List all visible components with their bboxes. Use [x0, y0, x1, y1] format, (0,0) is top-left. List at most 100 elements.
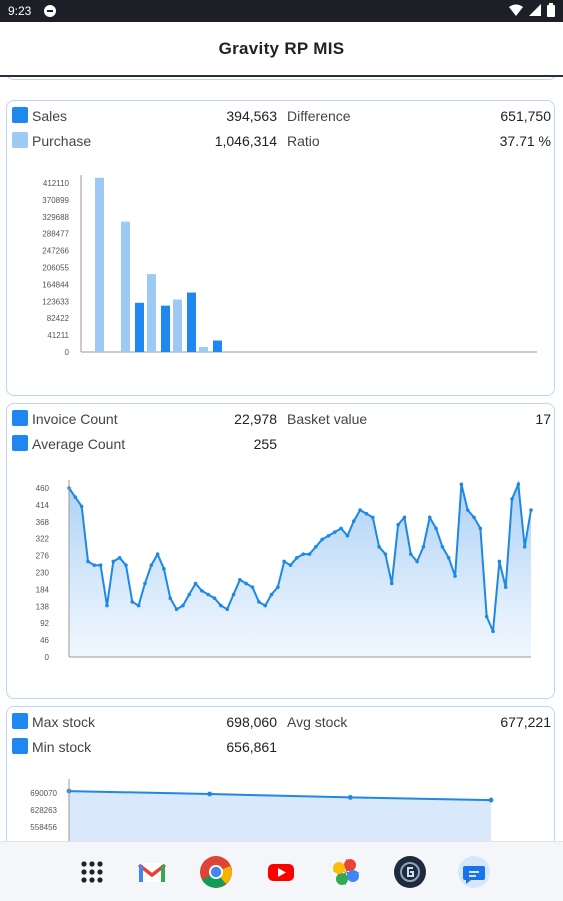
metric-value: 255	[253, 436, 277, 452]
y-tick-label: 138	[36, 602, 50, 611]
data-point	[263, 603, 267, 608]
data-point	[503, 585, 508, 589]
invoice-card: Invoice Count 22,978 Basket value 17 Ave…	[6, 403, 555, 699]
data-point	[111, 559, 116, 564]
data-point	[181, 603, 185, 608]
y-tick-label: 690070	[30, 789, 57, 798]
data-point	[155, 552, 160, 556]
metric-label: Average Count	[32, 436, 126, 452]
data-point	[136, 603, 141, 608]
bar-purchase	[199, 347, 208, 352]
data-point	[440, 544, 445, 549]
data-point	[326, 533, 331, 538]
y-tick-label: 288477	[42, 230, 69, 239]
data-point	[98, 563, 103, 567]
messages-icon[interactable]	[456, 854, 492, 890]
data-point	[105, 603, 109, 608]
data-point	[339, 526, 343, 531]
y-tick-label: 322	[36, 535, 50, 544]
y-tick-label: 184	[36, 585, 50, 594]
data-point	[358, 508, 362, 512]
data-point	[250, 585, 255, 589]
metric-basket-value: Basket value 17	[287, 409, 551, 429]
y-tick-label: 276	[36, 552, 50, 561]
y-tick-label: 0	[45, 653, 50, 662]
y-tick-label: 488649	[30, 840, 57, 841]
bar-sales	[161, 305, 170, 352]
metric-label: Min stock	[32, 739, 92, 755]
chrome-icon[interactable]	[198, 854, 234, 890]
y-tick-label: 329688	[42, 213, 69, 222]
data-point	[465, 508, 470, 512]
apps-grid-icon[interactable]	[74, 854, 110, 890]
max-stock-legend-swatch	[12, 713, 28, 729]
metric-average-count: Average Count 255	[12, 434, 277, 454]
y-tick-label: 206055	[42, 264, 69, 273]
data-point	[86, 559, 90, 564]
bar-sales	[213, 340, 222, 352]
youtube-icon[interactable]	[263, 854, 299, 890]
sync-icon	[44, 5, 56, 17]
metric-label: Purchase	[32, 133, 92, 149]
y-tick-label: 0	[65, 348, 70, 357]
metric-value: 656,861	[226, 739, 277, 755]
data-point	[453, 574, 457, 578]
data-point	[143, 581, 147, 586]
photos-icon[interactable]	[328, 854, 364, 890]
metric-value: 677,221	[500, 714, 551, 730]
min-stock-legend-swatch	[12, 738, 28, 754]
metric-value: 22,978	[234, 411, 277, 427]
data-point	[383, 552, 388, 556]
status-time: 9:23	[8, 4, 32, 18]
status-bar: 9:23	[0, 0, 563, 22]
data-point	[117, 556, 122, 560]
y-tick-label: 247266	[42, 247, 69, 256]
y-tick-label: 164844	[42, 280, 69, 289]
app-dock	[0, 841, 563, 901]
y-tick-label: 82422	[47, 314, 70, 323]
series-line	[68, 790, 492, 802]
data-point	[402, 515, 407, 520]
metric-avg-stock: Avg stock 677,221	[287, 712, 551, 732]
data-point	[238, 578, 242, 582]
data-point	[488, 797, 494, 803]
data-point	[193, 581, 198, 586]
bar-sales	[135, 302, 144, 352]
purchase-legend-swatch	[12, 132, 28, 148]
sales-purchase-card: Sales 394,563 Difference 651,750 Purchas…	[6, 100, 555, 396]
bar-purchase	[147, 274, 156, 352]
series-line	[68, 480, 532, 632]
y-tick-label: 370899	[42, 196, 69, 205]
metric-value: 651,750	[500, 108, 551, 124]
data-point	[295, 556, 299, 560]
metric-difference: Difference 651,750	[287, 106, 551, 126]
app-bar: Gravity RP MIS	[0, 22, 563, 77]
data-point	[478, 526, 483, 531]
data-point	[149, 563, 154, 567]
y-tick-label: 460	[36, 484, 50, 493]
gmail-icon[interactable]	[134, 854, 170, 890]
data-point	[347, 795, 353, 800]
data-point	[200, 589, 204, 593]
app-g-icon[interactable]	[392, 854, 428, 890]
metric-ratio: Ratio 37.71 %	[287, 131, 551, 151]
bar-purchase	[173, 299, 182, 352]
app-title: Gravity RP MIS	[218, 39, 345, 58]
stock-area-chart: 690070 628263 558456 488649	[30, 779, 494, 841]
data-point	[516, 482, 521, 487]
previous-card-edge	[6, 77, 557, 80]
data-point	[288, 563, 293, 567]
data-point	[446, 556, 451, 560]
y-tick-label: 230	[36, 569, 50, 578]
metric-value: 394,563	[226, 108, 277, 124]
data-point	[421, 544, 426, 549]
data-point	[174, 607, 179, 612]
data-point	[231, 592, 236, 597]
data-point	[396, 522, 400, 527]
bar-purchase	[95, 177, 104, 352]
y-tick-label: 368	[36, 518, 50, 527]
data-point	[225, 607, 230, 612]
data-point	[408, 552, 413, 556]
invoice-legend-swatch	[12, 410, 28, 426]
dashboard-content[interactable]: Sales 394,563 Difference 651,750 Purchas…	[0, 77, 563, 841]
